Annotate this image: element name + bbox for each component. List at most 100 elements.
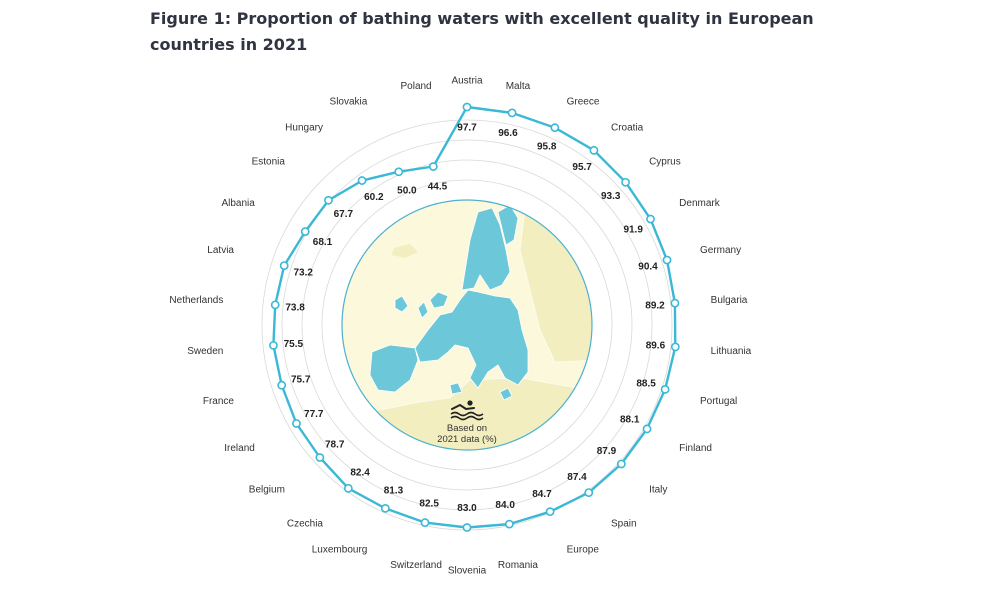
category-label: Ireland [224, 443, 255, 454]
category-label: Sweden [187, 346, 223, 357]
category-label: Europe [567, 544, 600, 555]
value-label: 83.0 [457, 503, 477, 514]
category-label: Denmark [679, 198, 721, 209]
marker-point [616, 459, 626, 469]
marker-point [545, 507, 555, 517]
marker-point [621, 177, 630, 187]
marker-point [589, 145, 599, 155]
category-label: Netherlands [169, 295, 223, 306]
marker-point [662, 255, 672, 265]
category-label: Slovenia [448, 566, 487, 577]
category-label: Italy [649, 484, 667, 495]
marker-point [277, 380, 287, 390]
value-label: 73.2 [293, 267, 313, 278]
category-label: Portugal [700, 396, 737, 407]
category-label: Latvia [207, 245, 234, 256]
value-label: 50.0 [397, 185, 417, 196]
marker-point [550, 123, 560, 133]
grid-ring [321, 179, 613, 471]
marker-point [315, 453, 325, 462]
marker-point [270, 300, 280, 310]
value-label: 87.4 [567, 472, 587, 483]
value-label: 97.7 [457, 123, 477, 134]
category-label: Hungary [285, 122, 323, 133]
marker-point [343, 483, 353, 493]
category-label: France [203, 396, 235, 407]
marker-point [428, 162, 438, 171]
category-label: Slovakia [330, 97, 368, 108]
grid-ring [301, 159, 633, 491]
category-label: Croatia [611, 122, 644, 133]
marker-point [462, 523, 472, 532]
category-label: Czechia [287, 519, 324, 530]
category-label: Poland [400, 81, 431, 92]
value-label: 91.9 [623, 225, 643, 236]
marker-point [504, 519, 514, 529]
category-labels: Austria Malta Greece Croatia Cyprus Denmark Ge… [169, 76, 751, 577]
value-label: 88.1 [620, 414, 640, 425]
marker-point [642, 424, 652, 434]
category-label: Malta [506, 81, 531, 92]
value-label: 77.7 [304, 409, 324, 420]
center-note-line-2: 2021 data (%) [437, 434, 497, 445]
category-label: Estonia [252, 157, 286, 168]
category-label: Albania [221, 198, 255, 209]
category-label: Finland [679, 443, 712, 454]
value-labels: 97.7 96.6 95.8 95.7 93.3 91.9 90.4 89.2 89.6 88.5… [284, 123, 666, 515]
marker-point [670, 298, 680, 308]
category-label: Greece [567, 97, 600, 108]
marker-point [420, 518, 430, 527]
figure-title-line-2: countries in 2021 [150, 35, 308, 54]
center-note-line-1: Based on [447, 423, 487, 434]
grid-ring [281, 139, 653, 511]
marker-point [584, 488, 594, 497]
value-label: 75.7 [291, 375, 311, 386]
value-label: 93.3 [601, 191, 621, 202]
value-label: 84.7 [532, 489, 552, 500]
value-label: 89.6 [646, 340, 666, 351]
value-label: 95.8 [537, 141, 557, 152]
category-label: Switzerland [390, 560, 442, 571]
marker-point [300, 227, 310, 236]
category-label: Bulgaria [711, 295, 748, 306]
value-label: 75.5 [284, 339, 304, 350]
marker-point [646, 214, 655, 224]
marker-point [507, 108, 517, 118]
center-map: Based on 2021 data (%) [341, 199, 593, 451]
value-label: 60.2 [364, 192, 384, 203]
value-label: 95.7 [572, 162, 592, 173]
category-label: Germany [700, 245, 741, 256]
value-label: 73.8 [285, 302, 305, 313]
marker-point [292, 419, 301, 428]
value-label: 67.7 [334, 209, 354, 220]
map-iceland [392, 244, 418, 258]
value-label: 82.4 [350, 468, 370, 479]
value-label: 87.9 [597, 446, 617, 457]
marker-point [462, 102, 472, 112]
category-label: Spain [611, 519, 637, 530]
markers [269, 102, 680, 532]
category-label: Romania [498, 560, 538, 571]
value-label: 78.7 [325, 440, 345, 451]
marker-point [380, 503, 390, 513]
marker-point [394, 167, 404, 177]
map-border [341, 199, 593, 451]
value-label: 44.5 [428, 182, 448, 193]
figure-title: Figure 1: Proportion of bathing waters w… [150, 6, 814, 58]
value-label: 84.0 [495, 500, 515, 511]
map-eu-land [369, 204, 529, 401]
marker-point [279, 261, 289, 271]
category-label: Belgium [249, 484, 285, 495]
marker-point [660, 384, 670, 394]
value-label: 96.6 [498, 128, 518, 139]
marker-point [357, 176, 367, 185]
marker-point [670, 342, 680, 352]
category-label: Cyprus [649, 157, 681, 168]
value-label: 81.3 [384, 486, 404, 497]
value-label: 90.4 [638, 262, 658, 273]
value-label: 88.5 [636, 379, 656, 390]
swimmer-icon [450, 400, 484, 421]
value-label: 82.5 [419, 499, 439, 510]
figure-title-line-1: Figure 1: Proportion of bathing waters w… [150, 9, 814, 28]
